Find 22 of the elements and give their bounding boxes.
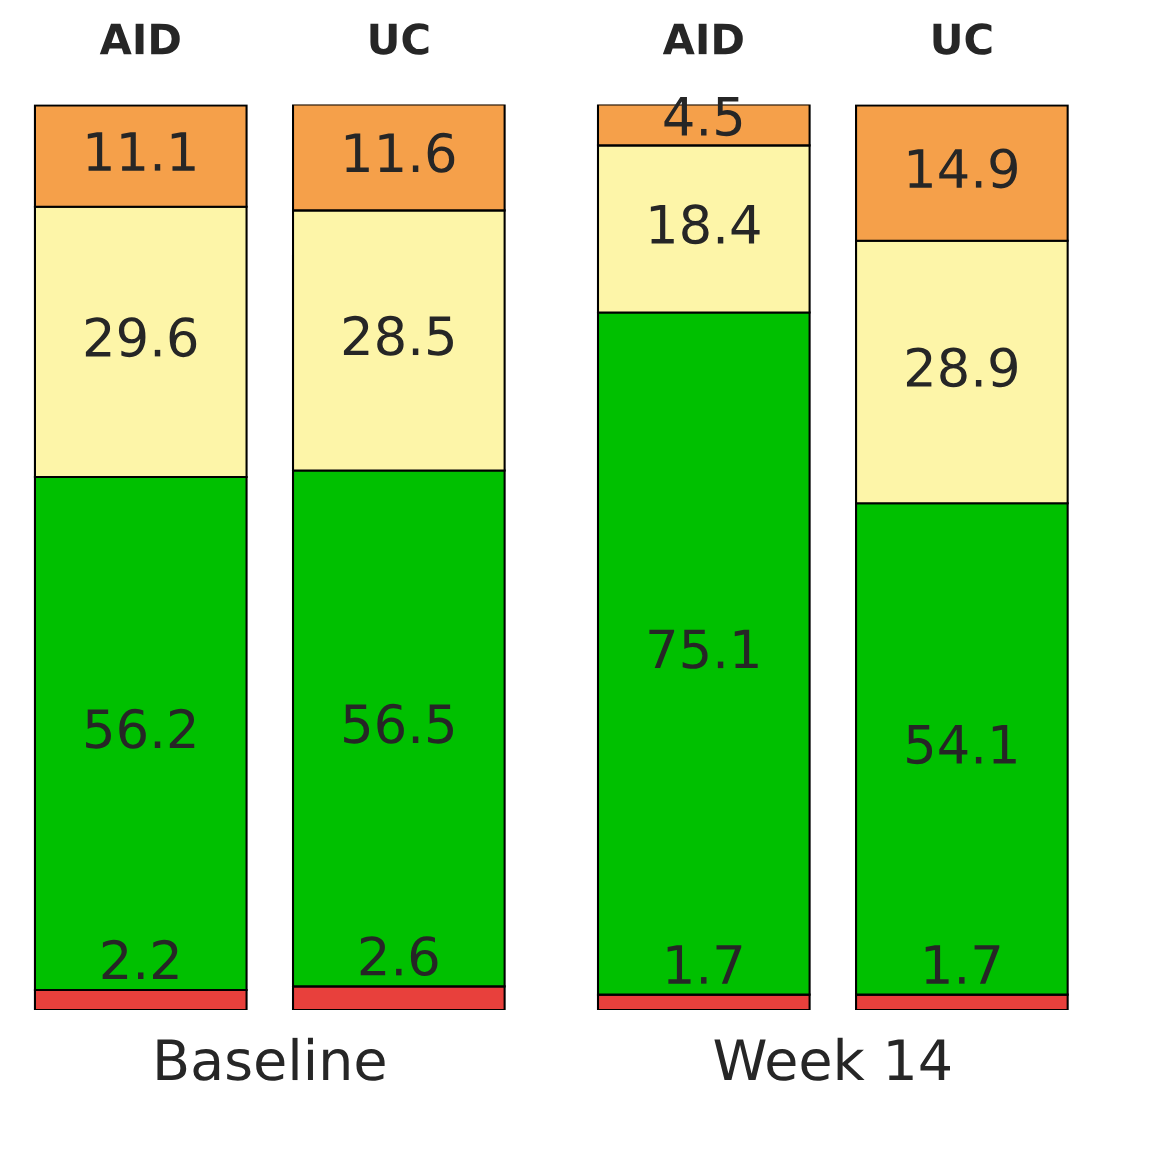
x-tick-label: UC (933, 23, 992, 55)
data-label: 54.1 (907, 725, 1016, 765)
data-label: 1.7 (667, 945, 742, 984)
data-label: 14.9 (908, 148, 1017, 189)
x-tick-label: UC (370, 23, 429, 55)
data-label: 18.4 (650, 204, 760, 245)
x-axis-title: Week 14 (714, 1037, 950, 1081)
x-axis-title: Baseline (157, 1037, 385, 1081)
data-label: 11.1 (87, 132, 195, 171)
data-label: 56.5 (344, 703, 453, 744)
x-tick-label: AID (99, 23, 180, 55)
data-label: 4.5 (664, 97, 742, 137)
data-label: 28.5 (343, 315, 453, 356)
data-label: 56.2 (86, 708, 195, 749)
data-label: 11.6 (345, 132, 455, 173)
data-label: 2.2 (102, 939, 178, 980)
data-label: 2.6 (360, 936, 438, 977)
data-label: 29.6 (85, 317, 197, 358)
data-label: 1.7 (925, 945, 1000, 984)
x-tick-label: AID (662, 23, 743, 55)
data-label: 75.1 (649, 629, 758, 669)
data-label: 28.9 (906, 347, 1017, 388)
